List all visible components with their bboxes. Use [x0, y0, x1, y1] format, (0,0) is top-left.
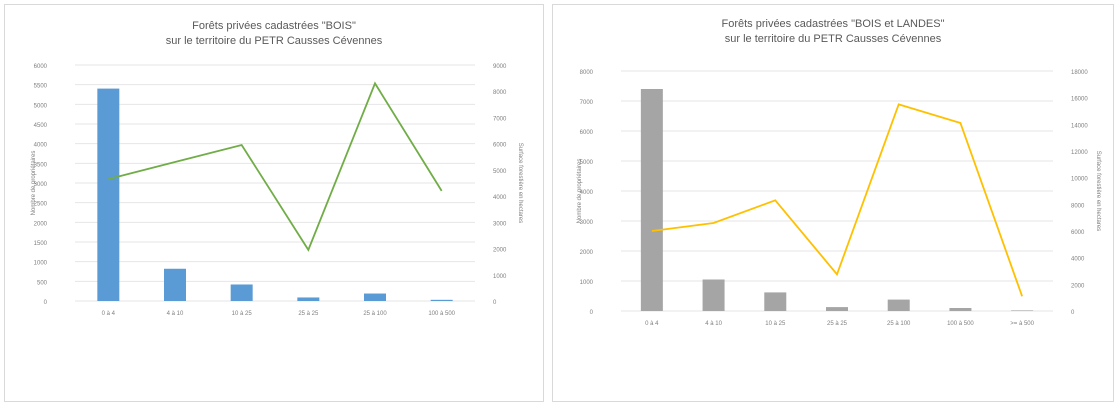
- y-axis-title-left: Nombre de propriétaires: [577, 159, 583, 224]
- bar: [364, 293, 386, 301]
- y-tick-label-right: 3000: [493, 221, 507, 227]
- x-tick-label: 10 à 25: [232, 311, 253, 317]
- chart-panel-bois-landes: Forêts privées cadastrées "BOIS et LANDE…: [552, 4, 1114, 402]
- bar: [164, 268, 186, 301]
- y-tick-label-left: 0: [590, 310, 594, 316]
- bar: [949, 308, 972, 311]
- chart-title-line-2: sur le territoire du PETR Causses Cévenn…: [165, 35, 383, 47]
- y-tick-label-right: 14000: [1071, 123, 1088, 129]
- y-tick-label-left: 4500: [34, 123, 48, 129]
- y-tick-label-left: 500: [37, 280, 48, 286]
- y-tick-label-left: 2000: [34, 221, 48, 227]
- y-axis-title-right: Surface forestière en hectares: [1095, 151, 1101, 231]
- y-tick-label-right: 4000: [493, 195, 507, 201]
- y-tick-label-left: 7000: [580, 100, 594, 106]
- y-tick-label-left: 3500: [34, 162, 48, 168]
- y-tick-label-left: 5000: [34, 103, 48, 109]
- x-tick-label: 0 à 4: [645, 321, 659, 327]
- chart-title-line-2: sur le territoire du PETR Causses Cévenn…: [724, 33, 942, 45]
- bar: [887, 299, 910, 311]
- y-tick-label-left: 4000: [34, 143, 48, 149]
- chart-plot-bois-landes: 0 1000 2000 3000 4000 5000 6000 7000 8000 0 2000 40…: [577, 70, 1101, 327]
- y-tick-label-left: 1500: [34, 241, 48, 247]
- y-tick-label-right: 10000: [1071, 177, 1088, 183]
- y-tick-label-left: 8000: [580, 70, 594, 76]
- y-tick-label-right: 1000: [493, 274, 507, 280]
- x-tick-label: 100 à 500: [428, 311, 455, 317]
- y-tick-label-left: 1000: [34, 261, 48, 267]
- bar: [640, 89, 663, 311]
- y-tick-label-right: 7000: [493, 116, 507, 122]
- bar: [97, 88, 120, 301]
- x-tick-label: 10 à 25: [765, 321, 786, 327]
- y-tick-label-right: 12000: [1071, 150, 1088, 156]
- chart-title: Forêts privées cadastrées "BOIS" sur le …: [5, 19, 543, 49]
- y-tick-label-left: 5000: [580, 160, 594, 166]
- chart-title-line-1: Forêts privées cadastrées "BOIS et LANDE…: [721, 18, 945, 30]
- bar: [826, 307, 848, 311]
- chart-title-line-1: Forêts privées cadastrées "BOIS": [192, 20, 356, 32]
- y-tick-label-left: 3000: [34, 182, 48, 188]
- x-tick-label: >= à 500: [1010, 321, 1034, 327]
- line-series: [651, 103, 1023, 297]
- y-tick-label-right: 8000: [493, 90, 507, 96]
- y-axis-title-right: Surface forestière en hectares: [517, 143, 523, 223]
- chart-title: Forêts privées cadastrées "BOIS et LANDE…: [553, 17, 1113, 47]
- bar: [702, 279, 725, 311]
- bar: [297, 297, 320, 301]
- x-tick-label: 100 à 500: [947, 321, 974, 327]
- y-tick-label-left: 5500: [34, 84, 48, 90]
- y-tick-label-right: 0: [1071, 310, 1075, 316]
- y-tick-label-right: 6000: [1071, 230, 1085, 236]
- x-tick-label: 4 à 10: [705, 321, 722, 327]
- y-tick-label-right: 4000: [1071, 257, 1085, 263]
- y-tick-label-right: 8000: [1071, 203, 1085, 209]
- y-tick-label-left: 4000: [580, 190, 594, 196]
- x-tick-label: 25 à 25: [827, 321, 848, 327]
- y-tick-label-left: 1000: [580, 280, 594, 286]
- y-tick-label-right: 5000: [493, 169, 507, 175]
- y-tick-label-right: 2000: [1071, 283, 1085, 289]
- bar: [230, 284, 253, 301]
- x-tick-label: 25 à 25: [298, 311, 319, 317]
- y-tick-label-left: 6000: [580, 130, 594, 136]
- y-tick-label-left: 0: [44, 300, 48, 306]
- y-tick-label-right: 9000: [493, 64, 507, 70]
- x-tick-label: 25 à 100: [887, 321, 911, 327]
- bar: [764, 292, 787, 311]
- chart-plot-bois: 0 500 1000 1500 2000 2500 3000 3500 4000 4500 5000…: [31, 64, 523, 317]
- x-tick-label: 0 à 4: [102, 311, 116, 317]
- chart-panel-bois: Forêts privées cadastrées "BOIS" sur le …: [4, 4, 544, 402]
- y-tick-label-left: 3000: [580, 220, 594, 226]
- y-tick-label-right: 2000: [493, 248, 507, 254]
- y-tick-label-right: 0: [493, 300, 497, 306]
- y-tick-label-left: 6000: [34, 64, 48, 70]
- y-tick-label-right: 18000: [1071, 70, 1088, 76]
- line-series: [108, 81, 443, 252]
- y-tick-label-left: 2000: [580, 250, 594, 256]
- bar: [430, 299, 453, 301]
- x-tick-label: 4 à 10: [167, 311, 184, 317]
- y-axis-title-left: Nombre de propriétaires: [31, 151, 37, 216]
- y-tick-label-right: 16000: [1071, 97, 1088, 103]
- y-tick-label-left: 2500: [34, 202, 48, 208]
- x-tick-label: 25 à 100: [363, 311, 387, 317]
- bar: [1011, 310, 1034, 311]
- y-tick-label-right: 6000: [493, 143, 507, 149]
